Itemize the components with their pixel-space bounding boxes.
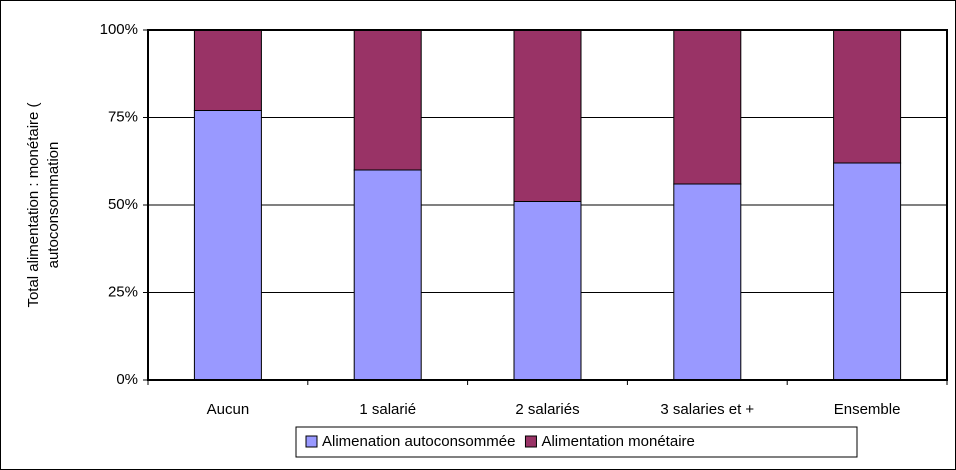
bar-segment	[673, 183, 742, 381]
legend-swatch	[524, 435, 537, 448]
bar-segment	[833, 162, 902, 381]
y-axis-label: autoconsommation	[45, 142, 62, 269]
bar-segment	[673, 29, 742, 185]
bar-segment	[193, 29, 262, 111]
x-tick-label: 2 salariés	[515, 401, 579, 418]
y-tick-label: 0%	[116, 371, 138, 388]
legend	[295, 426, 858, 458]
bar-segment	[513, 29, 582, 202]
bar-segment	[513, 201, 582, 381]
bar-segment	[353, 29, 422, 171]
y-tick-label: 50%	[108, 196, 138, 213]
legend-label: Alimenation autoconsommée	[322, 433, 515, 450]
x-tick-label: 3 salaries et +	[660, 401, 754, 418]
x-tick-label: 1 salarié	[359, 401, 416, 418]
legend-label: Alimentation monétaire	[541, 433, 694, 450]
y-axis-label: Total alimentation : monétaire (	[25, 102, 42, 307]
y-tick-label: 100%	[100, 21, 138, 38]
bar-segment	[193, 110, 262, 381]
x-tick-label: Aucun	[207, 401, 250, 418]
x-tick-label: Ensemble	[834, 401, 901, 418]
legend-swatch	[305, 435, 318, 448]
y-tick-label: 75%	[108, 108, 138, 125]
bar-segment	[353, 169, 422, 381]
bar-segment	[833, 29, 902, 164]
plot-border	[147, 29, 948, 381]
y-tick-label: 25%	[108, 283, 138, 300]
